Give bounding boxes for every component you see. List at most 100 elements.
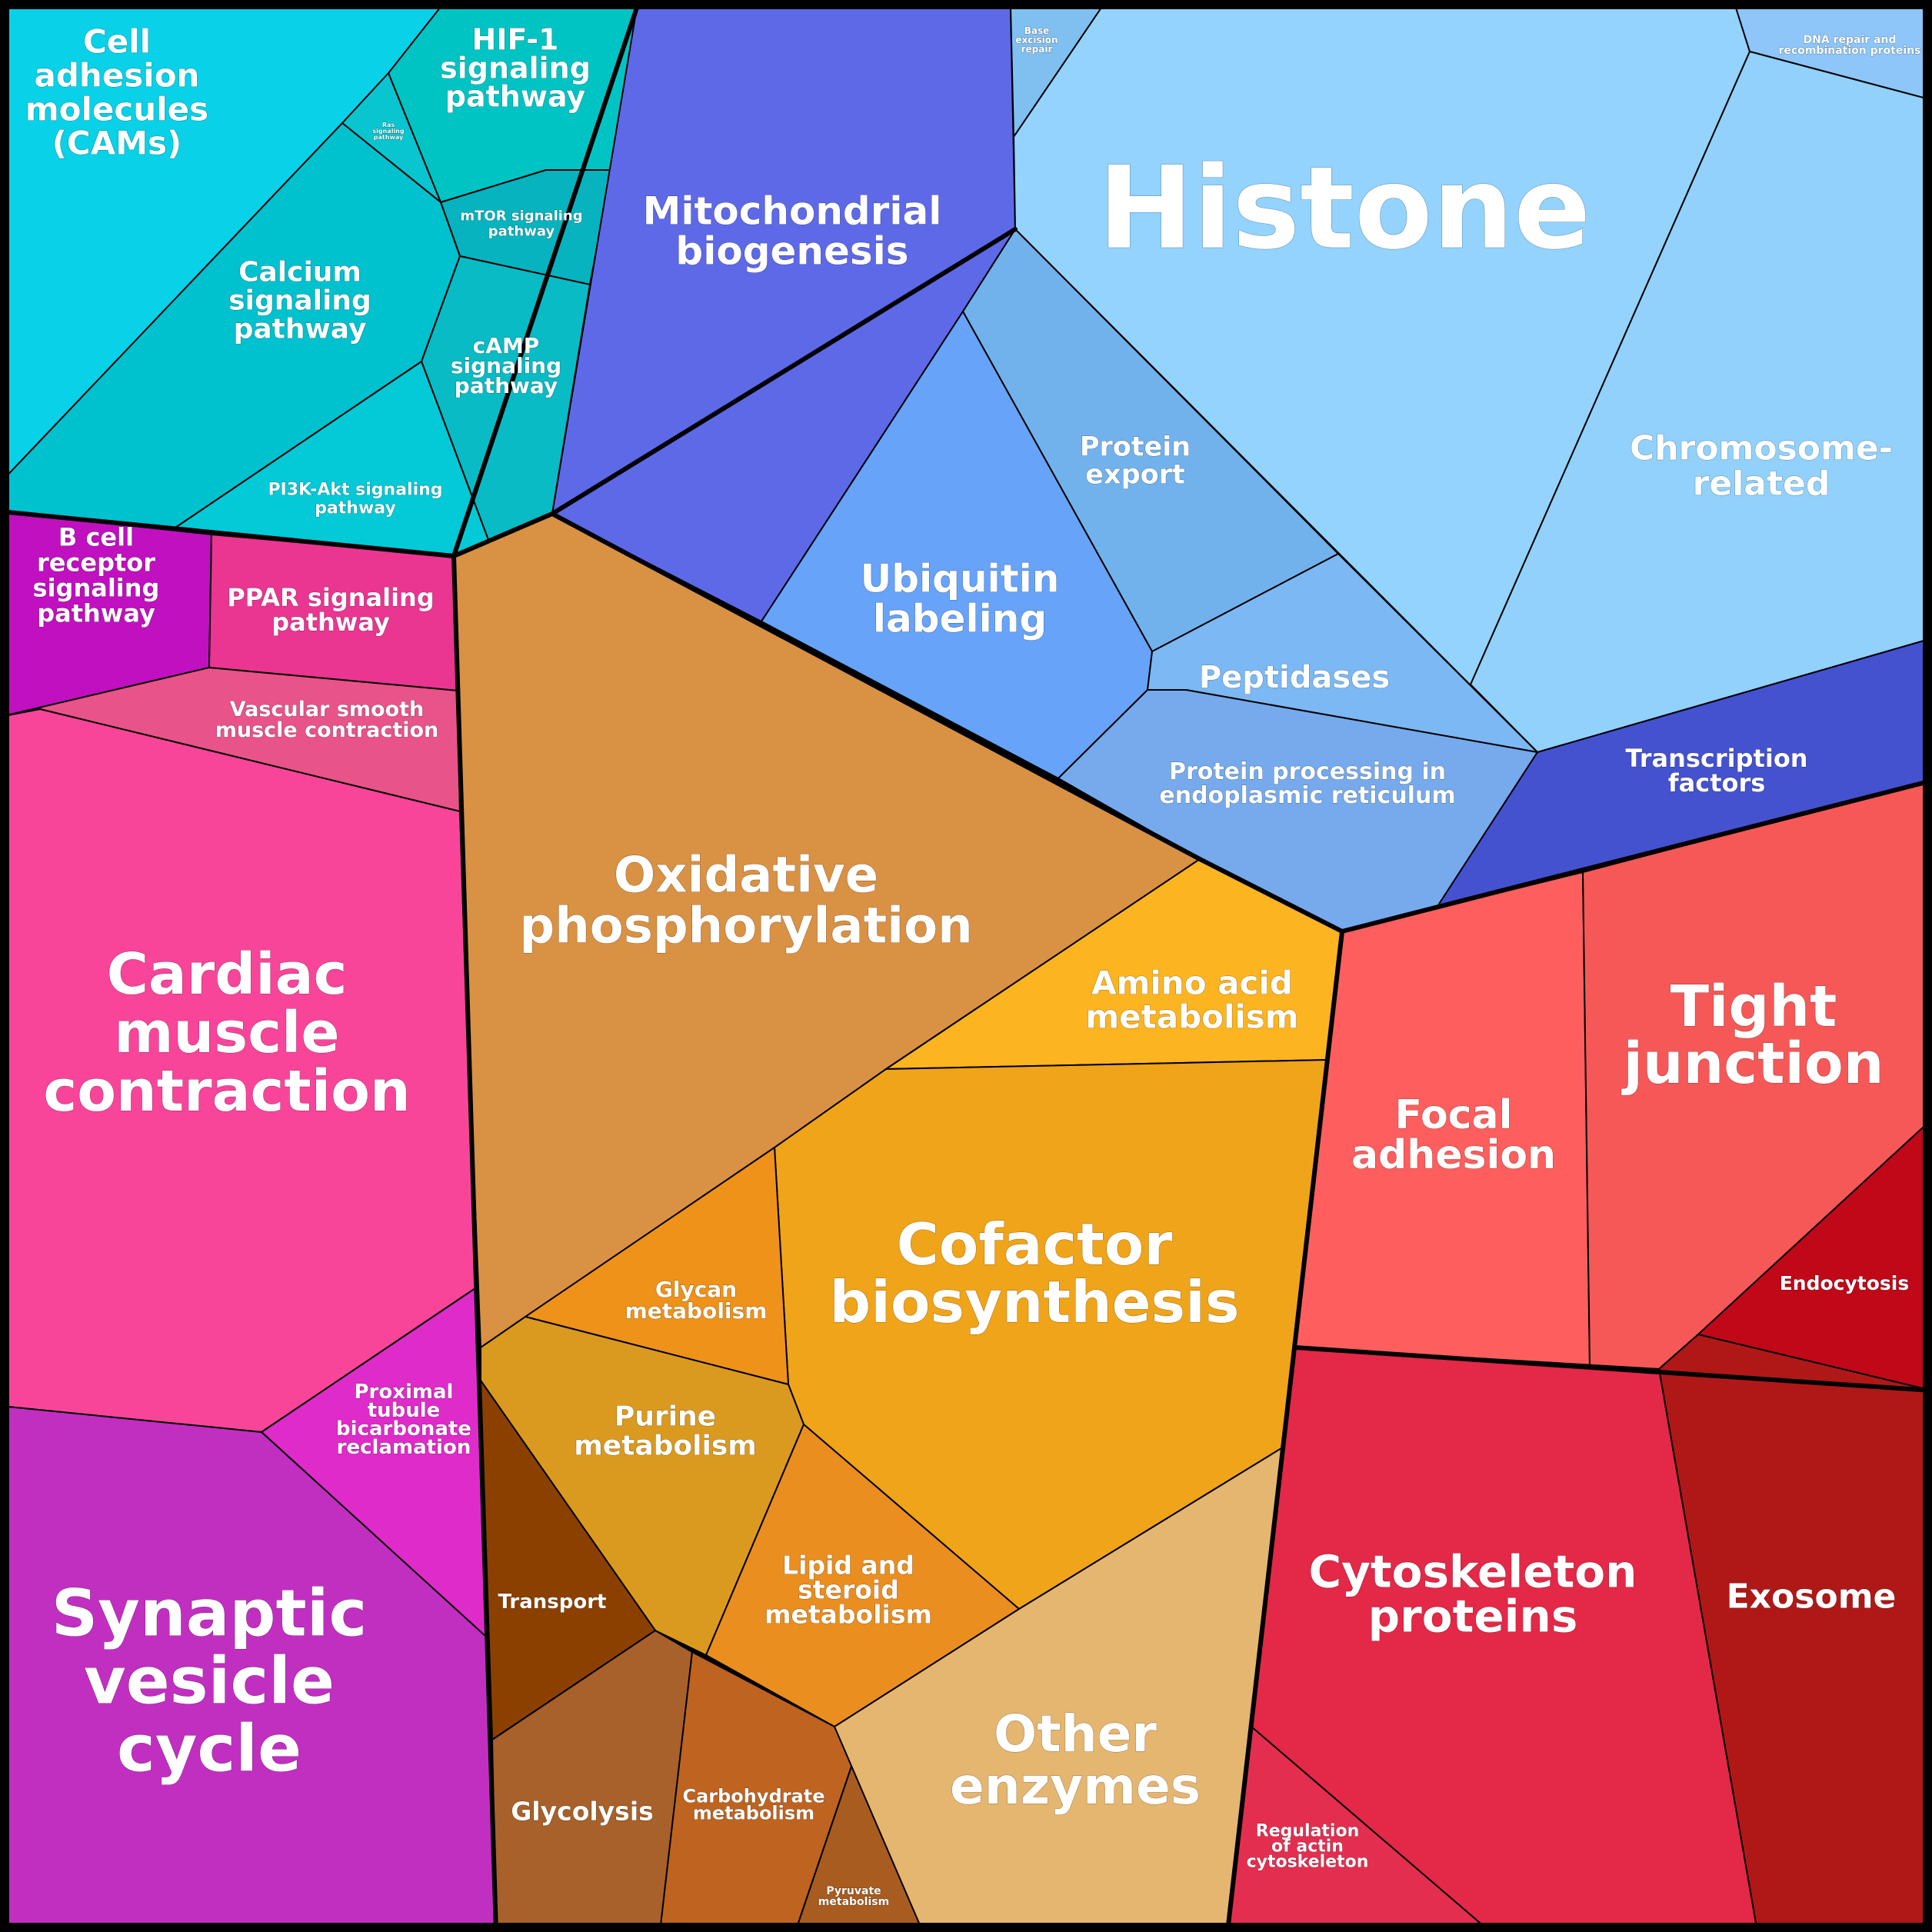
cell-label-line: Base bbox=[1024, 25, 1050, 36]
cell-label-line: Proximal bbox=[355, 1381, 454, 1404]
cell-label-line: tubule bbox=[368, 1399, 441, 1422]
cell-label-line: Protein processing in bbox=[1169, 758, 1446, 785]
cell-label-actin: Regulation of actin cytoskeleton bbox=[1247, 1822, 1369, 1872]
cell-label-amino-acid: Amino acid metabolism bbox=[1085, 964, 1298, 1036]
cell-label-endocytosis: Endocytosis bbox=[1780, 1272, 1910, 1294]
cell-label-line: junction bbox=[1621, 1031, 1884, 1097]
cell-label-line: of actin bbox=[1271, 1837, 1344, 1857]
cell-label-line: signaling bbox=[33, 574, 160, 603]
cell-label-line: signaling bbox=[440, 51, 591, 85]
cell-label-line: Regulation bbox=[1256, 1822, 1360, 1841]
cell-label-line: enzymes bbox=[950, 1757, 1201, 1816]
cell-label-other-enzymes: Other enzymes bbox=[950, 1704, 1201, 1816]
cell-label-line: metabolism bbox=[818, 1896, 889, 1908]
cell-label-calcium: Calcium signaling pathway bbox=[228, 257, 371, 345]
cell-label-line: metabolism bbox=[764, 1600, 932, 1630]
cell-label-line: signaling bbox=[372, 128, 405, 135]
cell-label-line: PPAR signaling bbox=[227, 583, 434, 612]
cell-label-line: Transport bbox=[498, 1591, 607, 1614]
cell-label-proximal: Proximal tubule bicarbonate reclamation bbox=[336, 1381, 471, 1459]
cell-label-cardiac: Cardiac muscle contraction bbox=[43, 941, 410, 1124]
cell-label-base-excision: Base excision repair bbox=[1015, 25, 1058, 55]
cell-label-transport: Transport bbox=[498, 1591, 607, 1614]
cell-label-carbohydrate: Carbohydrate metabolism bbox=[682, 1785, 824, 1824]
cell-label-line: Focal bbox=[1395, 1092, 1513, 1138]
cell-label-line: phosphorylation bbox=[519, 898, 972, 954]
cell-label-line: adhesion bbox=[35, 57, 200, 95]
cell-label-line: HIF-1 bbox=[472, 22, 559, 56]
labels-layer: Cell adhesion molecules (CAMs)HIF-1 signalin… bbox=[25, 22, 1921, 1909]
cell-transcription bbox=[1436, 638, 1932, 908]
cell-label-line: muscle bbox=[114, 1000, 339, 1066]
cell-label-line: Amino acid bbox=[1091, 964, 1293, 1002]
cell-label-line: receptor bbox=[37, 548, 155, 578]
cell-label-line: pathway bbox=[234, 314, 367, 345]
cell-label-line: factors bbox=[1668, 768, 1766, 798]
cell-label-line: Exosome bbox=[1727, 1577, 1897, 1616]
cell-label-exosome: Exosome bbox=[1727, 1577, 1897, 1616]
cell-label-line: bicarbonate bbox=[336, 1417, 471, 1441]
cell-label-line: pathway bbox=[315, 499, 396, 518]
group-border bbox=[1293, 1345, 1932, 1393]
cell-label-line: cAMP bbox=[473, 333, 540, 358]
cell-label-line: excision bbox=[1015, 35, 1058, 45]
cell-label-line: pathway bbox=[455, 373, 558, 398]
cell-label-glycolysis: Glycolysis bbox=[511, 1797, 654, 1827]
cell-label-protein-processing: Protein processing in endoplasmic reticul… bbox=[1159, 758, 1455, 809]
cell-label-line: Histone bbox=[1098, 142, 1591, 275]
cell-label-dna-repair: DNA repair and recombination proteins bbox=[1779, 34, 1921, 57]
cell-label-line: metabolism bbox=[574, 1431, 757, 1462]
cell-label-line: steroid bbox=[798, 1575, 899, 1605]
cell-label-line: Cytoskeleton bbox=[1309, 1545, 1637, 1597]
cell-label-line: export bbox=[1085, 459, 1184, 490]
cell-label-line: reclamation bbox=[337, 1436, 471, 1459]
cell-label-line: Lipid and bbox=[782, 1551, 914, 1581]
cell-label-line: Purine bbox=[615, 1401, 716, 1433]
cell-label-line: biosynthesis bbox=[830, 1268, 1240, 1336]
cell-label-line: DNA repair and bbox=[1804, 34, 1897, 46]
group-border bbox=[451, 511, 1932, 934]
cell-label-line: pathway bbox=[271, 608, 390, 637]
cell-label-tight: Tight junction bbox=[1621, 974, 1884, 1097]
cell-label-line: Cell bbox=[83, 23, 151, 61]
cell-label-line: pathway bbox=[37, 599, 155, 628]
cell-label-line: proteins bbox=[1368, 1590, 1578, 1642]
group-border bbox=[451, 554, 498, 1932]
cell-label-line: cytoskeleton bbox=[1247, 1853, 1369, 1872]
cell-label-line: Cofactor bbox=[897, 1211, 1173, 1278]
cell-label-line: Ubiquitin bbox=[861, 557, 1060, 601]
cell-label-line: B cell bbox=[58, 523, 134, 552]
cell-label-line: metabolism bbox=[625, 1298, 768, 1324]
cell-label-cell-adhesion-molecules: Cell adhesion molecules (CAMs) bbox=[25, 23, 208, 162]
cell-label-line: Vascular smooth bbox=[230, 698, 425, 721]
cell-label-synaptic: Synaptic vesicle cycle bbox=[52, 1575, 368, 1786]
cell-label-line: Glycolysis bbox=[511, 1797, 654, 1827]
cell-label-line: adhesion bbox=[1351, 1132, 1556, 1178]
cell-label-line: endoplasmic reticulum bbox=[1159, 782, 1455, 809]
cell-label-line: vesicle bbox=[84, 1643, 335, 1718]
cell-purine bbox=[480, 1316, 804, 1656]
cell-label-transcription: Transcription factors bbox=[1625, 744, 1807, 798]
cell-label-chromosome: Chromosome-related bbox=[1630, 428, 1893, 503]
cell-label-line: Pyruvate bbox=[826, 1885, 881, 1897]
cell-label-line: Synaptic bbox=[52, 1575, 368, 1651]
cell-label-line: repair bbox=[1021, 44, 1053, 55]
cell-label-line: (CAMs) bbox=[52, 125, 182, 162]
cell-label-line: metabolism bbox=[1085, 998, 1298, 1036]
cell-label-pyruvate: Pyruvate metabolism bbox=[818, 1885, 889, 1908]
cell-label-line: Tight bbox=[1671, 974, 1837, 1040]
cell-label-line: recombination proteins bbox=[1779, 45, 1921, 57]
cell-label-focal: Focal adhesion bbox=[1351, 1092, 1556, 1178]
cell-label-line: Cardiac bbox=[107, 941, 348, 1008]
cell-label-line: Other bbox=[994, 1704, 1157, 1764]
cell-label-line: muscle contraction bbox=[215, 718, 439, 742]
cell-label-purine: Purine metabolism bbox=[574, 1401, 757, 1462]
cell-label-oxphos: Oxidative phosphorylation bbox=[519, 847, 972, 954]
cell-label-hif1: HIF-1 signaling pathway bbox=[440, 22, 591, 113]
cell-label-line: labeling bbox=[873, 597, 1047, 641]
cell-label-pi3k: PI3K-Akt signaling pathway bbox=[268, 481, 442, 518]
cell-label-ras: Ras signaling pathway bbox=[372, 122, 405, 141]
cell-label-ppar: PPAR signaling pathway bbox=[227, 583, 434, 637]
cell-label-line: signaling bbox=[228, 285, 371, 317]
